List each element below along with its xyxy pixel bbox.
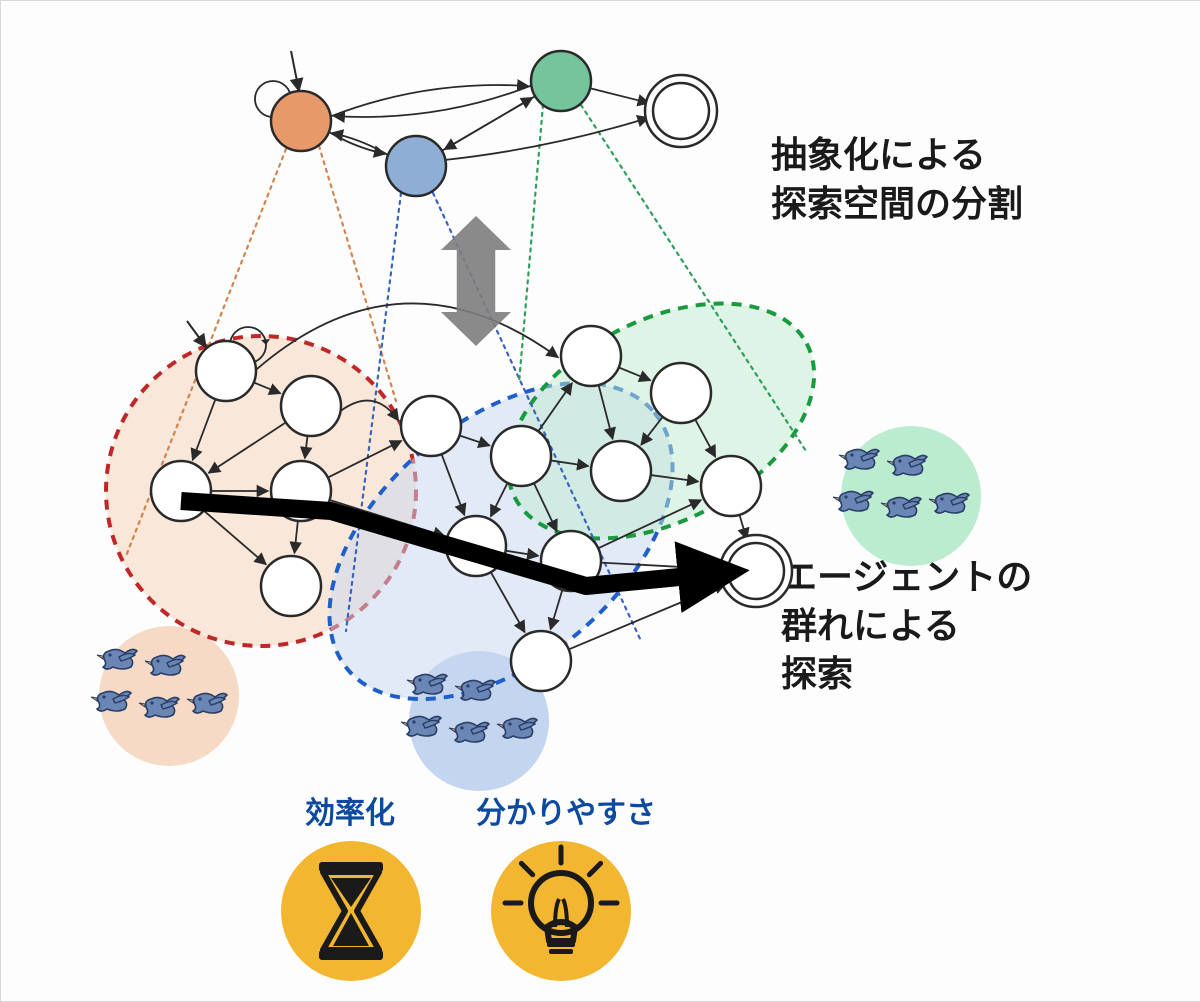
- diagram-svg: [1, 1, 1200, 1001]
- diagram-root: 抽象化による 探索空間の分割 エージェントの 群れによる 探索 効率化 分かりや…: [0, 0, 1200, 1002]
